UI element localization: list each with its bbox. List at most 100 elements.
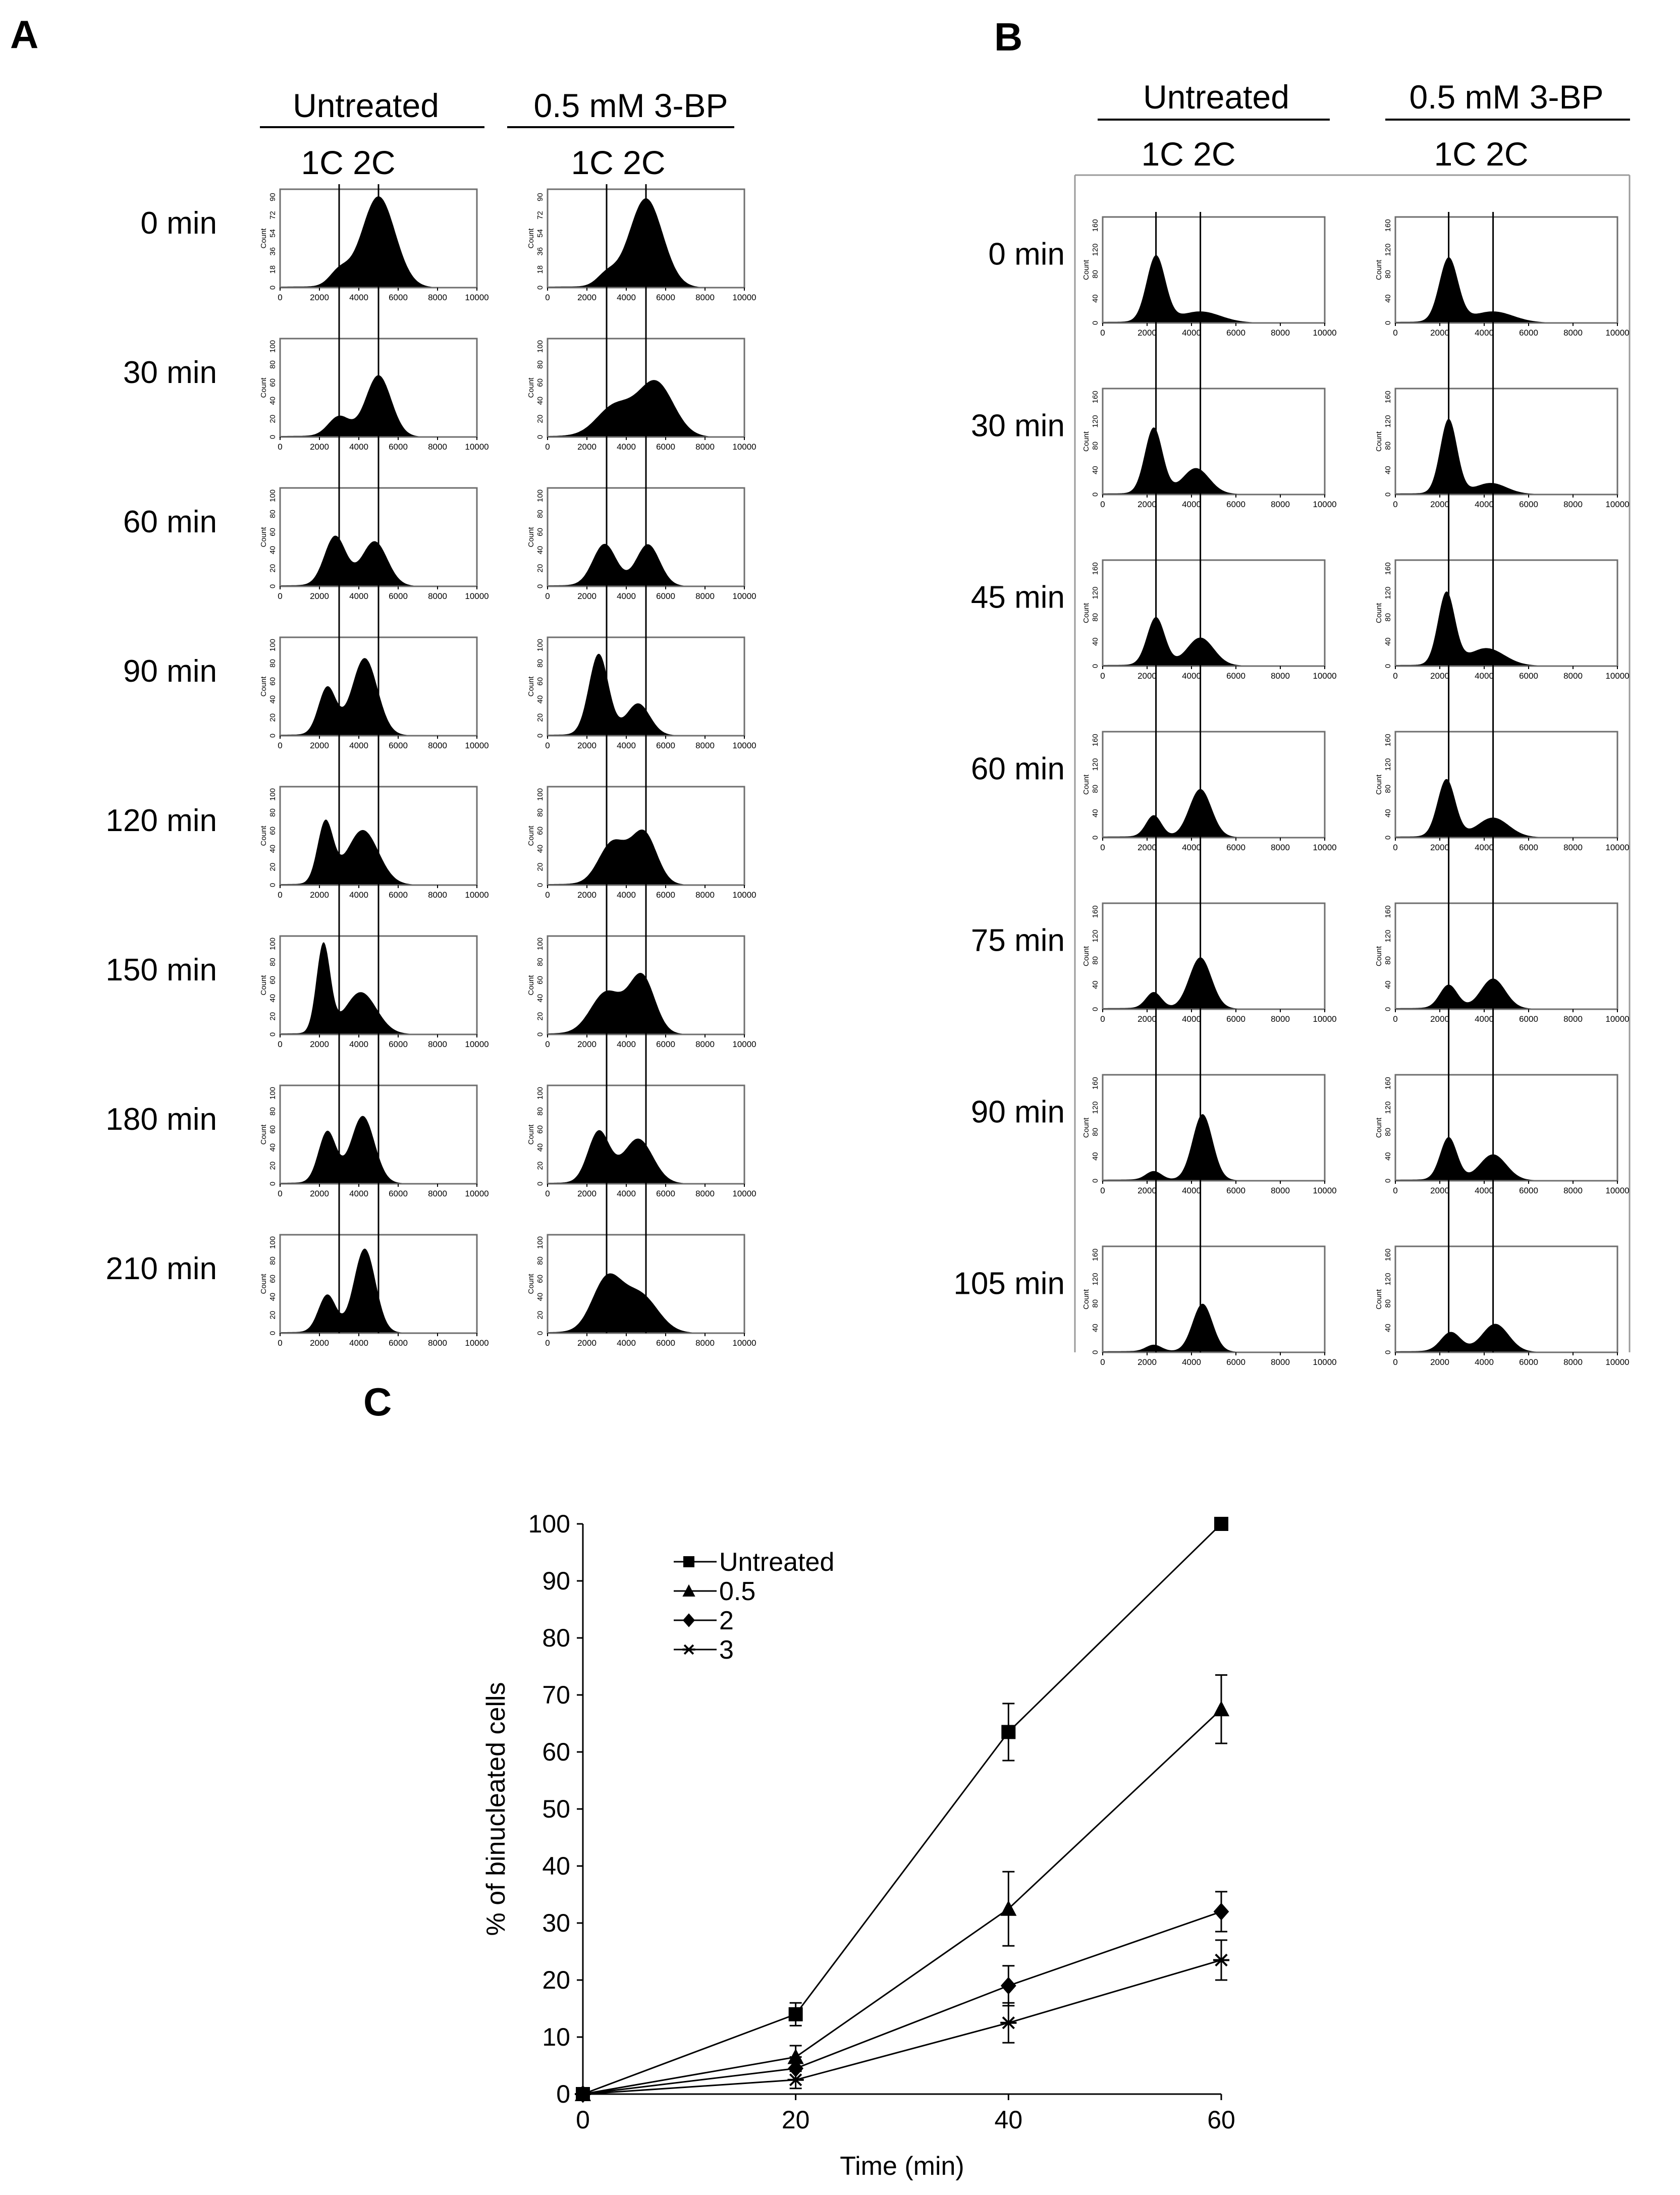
panel-b-label: B bbox=[994, 15, 1022, 59]
hist-5-1-y-tick-label: 0 bbox=[536, 1032, 545, 1036]
hist-5-0-y-label: Count bbox=[259, 975, 268, 996]
hist-6-1-x-tick-label: 10000 bbox=[1605, 1357, 1629, 1367]
hist-1-1-x-tick-label: 6000 bbox=[1519, 500, 1538, 509]
x-tick-label: 20 bbox=[782, 2106, 810, 2134]
legend-label-0.5: 0.5 bbox=[719, 1577, 755, 1606]
hist-7-0-x-tick-label: 2000 bbox=[310, 1338, 329, 1348]
hist-5-0-y-tick-label: 60 bbox=[268, 976, 277, 984]
hist-5-0-y-label: Count bbox=[1082, 1117, 1091, 1138]
hist-3-1-y-tick-label: 40 bbox=[536, 695, 545, 704]
hist-6-1-x-tick-label: 10000 bbox=[732, 1189, 756, 1198]
hist-6-1-y-label: Count bbox=[527, 1124, 535, 1145]
hist-0-1-distribution bbox=[1395, 257, 1617, 323]
hist-2-1-y-tick-label: 60 bbox=[536, 528, 545, 536]
hist-4-0-y-tick-label: 100 bbox=[268, 788, 277, 801]
panel-a-col-treated-subheader: 1C 2C bbox=[571, 144, 665, 181]
hist-2-0-x-tick-label: 0 bbox=[1100, 671, 1105, 681]
panel-a-label: A bbox=[10, 12, 38, 57]
hist-7-0-y-tick-label: 40 bbox=[268, 1293, 277, 1301]
hist-5-1-y-tick-label: 60 bbox=[536, 976, 545, 984]
hist-0-0-y-tick-label: 160 bbox=[1091, 219, 1100, 232]
data-point-Untreated bbox=[1001, 1725, 1016, 1739]
hist-4-1-distribution bbox=[1395, 978, 1617, 1009]
hist-3-0-y-tick-label: 20 bbox=[268, 714, 277, 722]
row-label-90-min: 90 min bbox=[971, 1095, 1065, 1130]
legend-marker-3 bbox=[682, 1644, 695, 1655]
hist-3-1-y-tick-label: 0 bbox=[1384, 836, 1392, 840]
y-tick-label: 20 bbox=[542, 1966, 570, 1994]
row-label-30-min: 30 min bbox=[971, 409, 1065, 444]
hist-7-1-x-tick-label: 8000 bbox=[695, 1338, 715, 1348]
hist-4-1-x-tick-label: 8000 bbox=[695, 890, 715, 900]
hist-1-0-x-tick-label: 0 bbox=[278, 442, 282, 452]
hist-1-0-y-tick-label: 100 bbox=[268, 340, 277, 353]
hist-1-0-x-tick-label: 4000 bbox=[1182, 500, 1201, 509]
panel-b-col-untreated-subheader: 1C 2C bbox=[1141, 135, 1235, 173]
hist-2-0-y-tick-label: 20 bbox=[268, 564, 277, 573]
hist-5-0-frame bbox=[1102, 1074, 1326, 1182]
hist-7-0-y-label: Count bbox=[259, 1274, 268, 1294]
hist-0-1-y-tick-label: 18 bbox=[536, 265, 545, 274]
hist-6-0-y-tick-label: 20 bbox=[268, 1162, 277, 1170]
row-label-75-min: 75 min bbox=[971, 923, 1065, 958]
hist-5-1-y-label: Count bbox=[1375, 1117, 1383, 1138]
hist-4-1-x-tick-label: 10000 bbox=[732, 890, 756, 900]
hist-7-0-x-tick-label: 0 bbox=[278, 1338, 282, 1348]
hist-2-1-y-tick-label: 100 bbox=[536, 489, 545, 502]
hist-5-1-x-tick-label: 6000 bbox=[1519, 1186, 1538, 1195]
hist-6-0-y-tick-label: 60 bbox=[268, 1125, 277, 1134]
data-point-3 bbox=[787, 2073, 804, 2087]
hist-0-0-y-label: Count bbox=[1082, 259, 1091, 280]
hist-5-1-x-tick-label: 10000 bbox=[732, 1039, 756, 1049]
hist-0-0-x-tick-label: 8000 bbox=[1271, 328, 1290, 338]
hist-3-0-x-tick-label: 6000 bbox=[1226, 843, 1245, 852]
row-label-60-min: 60 min bbox=[971, 752, 1065, 787]
hist-4-1-y-tick-label: 120 bbox=[1384, 930, 1392, 943]
hist-4-0-x-tick-label: 8000 bbox=[1271, 1014, 1290, 1024]
hist-3-1-y-tick-label: 100 bbox=[536, 639, 545, 651]
hist-1-1-x-tick-label: 2000 bbox=[1430, 500, 1449, 509]
hist-1-1-y-label: Count bbox=[527, 377, 535, 398]
hist-6-0-y-label: Count bbox=[1082, 1289, 1091, 1309]
hist-6-1-x-tick-label: 2000 bbox=[1430, 1357, 1449, 1367]
hist-1-0-y-tick-label: 120 bbox=[1091, 415, 1100, 428]
hist-1-0-y-tick-label: 20 bbox=[268, 415, 277, 423]
row-label-180-min: 180 min bbox=[105, 1102, 217, 1137]
hist-0-1-y-tick-label: 40 bbox=[1384, 294, 1392, 303]
hist-1-0-y-tick-label: 40 bbox=[268, 397, 277, 405]
hist-4-1-y-tick-label: 0 bbox=[1384, 1007, 1392, 1011]
hist-4-0-x-tick-label: 4000 bbox=[349, 890, 368, 900]
hist-2-0-x-tick-label: 2000 bbox=[1137, 671, 1157, 681]
hist-4-1-y-tick-label: 80 bbox=[1384, 956, 1392, 965]
hist-1-0-x-tick-label: 0 bbox=[1100, 500, 1105, 509]
hist-3-0-x-tick-label: 10000 bbox=[1313, 843, 1336, 852]
hist-6-1-y-tick-label: 60 bbox=[536, 1125, 545, 1134]
hist-3-0-y-tick-label: 120 bbox=[1091, 758, 1100, 771]
hist-3-1-x-tick-label: 10000 bbox=[1605, 843, 1629, 852]
row-label-90-min: 90 min bbox=[123, 654, 217, 689]
data-point-Untreated bbox=[788, 2007, 803, 2021]
hist-3-1-x-tick-label: 8000 bbox=[1563, 843, 1583, 852]
legend-marker-0.5 bbox=[682, 1584, 695, 1597]
hist-1-0-y-tick-label: 80 bbox=[268, 360, 277, 369]
hist-5-1-distribution bbox=[1395, 1137, 1617, 1181]
hist-7-1-y-tick-label: 20 bbox=[536, 1311, 545, 1320]
y-tick-label: 60 bbox=[542, 1738, 570, 1766]
hist-1-1-x-tick-label: 8000 bbox=[1563, 500, 1583, 509]
hist-0-0-y-tick-label: 90 bbox=[268, 193, 277, 201]
hist-5-0-x-tick-label: 0 bbox=[1100, 1186, 1105, 1195]
hist-3-1-x-tick-label: 0 bbox=[545, 741, 550, 750]
hist-4-0-x-tick-label: 0 bbox=[1100, 1014, 1105, 1024]
hist-3-0-distribution bbox=[1103, 789, 1325, 838]
hist-4-0-x-tick-label: 10000 bbox=[465, 890, 489, 900]
hist-1-0-y-tick-label: 40 bbox=[1091, 466, 1100, 474]
hist-2-0-y-tick-label: 160 bbox=[1091, 562, 1100, 575]
hist-3-1-y-tick-label: 40 bbox=[1384, 809, 1392, 817]
hist-0-1-y-label: Count bbox=[1375, 259, 1383, 280]
series-2 bbox=[575, 1891, 1229, 2103]
hist-2-1-x-tick-label: 2000 bbox=[1430, 671, 1449, 681]
hist-6-1-x-tick-label: 8000 bbox=[1563, 1357, 1583, 1367]
hist-4-1-x-tick-label: 2000 bbox=[577, 890, 597, 900]
hist-4-1-x-tick-label: 8000 bbox=[1563, 1014, 1583, 1024]
